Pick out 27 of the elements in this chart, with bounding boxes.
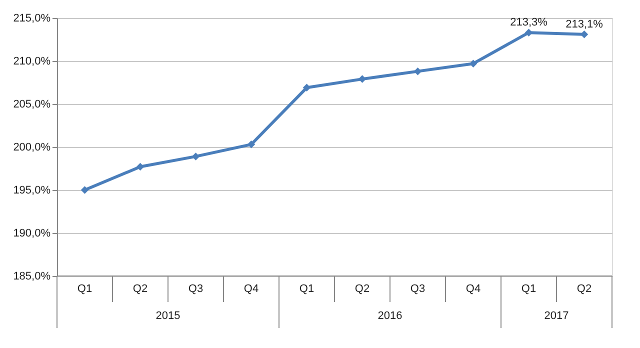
y-tick-label: 210,0%	[13, 56, 51, 68]
x-tick-label: Q2	[132, 283, 148, 295]
x-tick-label: Q4	[466, 283, 481, 295]
text: 2015	[156, 310, 180, 322]
point	[247, 140, 256, 148]
x-tick-label: Q2	[354, 283, 370, 295]
point	[136, 162, 144, 171]
data-label: 213,3%	[510, 16, 548, 29]
point	[80, 186, 89, 194]
x-tick-label: Q2	[576, 283, 592, 295]
text: 2016	[378, 310, 402, 322]
y-tick-label: 185,0%	[13, 270, 51, 282]
x-tick-label: Q1	[521, 283, 536, 295]
y-tick-label: 190,0%	[13, 228, 51, 240]
y-tick-label: 205,0%	[13, 98, 51, 110]
y-tick-label: 215,0%	[13, 12, 51, 24]
y-tick-label: 200,0%	[13, 142, 51, 154]
x-tick-label: Q4	[244, 283, 259, 295]
point	[302, 84, 311, 92]
data-label: 213,1%	[566, 18, 604, 30]
x-tick-label: Q1	[77, 283, 92, 295]
x-tick-label: Q3	[188, 283, 204, 295]
text: 2017	[544, 310, 569, 322]
point	[414, 67, 422, 76]
y-tick-label: 195,0%	[13, 184, 51, 196]
x-tick-label: Q3	[410, 283, 426, 295]
x-tick-label: Q1	[299, 283, 314, 295]
